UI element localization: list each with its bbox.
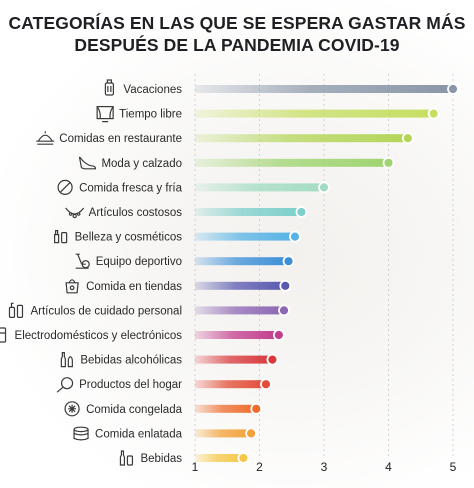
category-label: Moda y calzado — [101, 158, 182, 170]
bar — [195, 331, 279, 339]
category-label: Comida fresca y fría — [79, 182, 182, 194]
category-label: Equipo deportivo — [96, 256, 182, 268]
grocery-bag-icon — [65, 279, 79, 294]
bar-end-marker — [295, 206, 308, 218]
luggage-icon — [104, 79, 114, 96]
personal-care-icon — [8, 302, 24, 318]
chart-title: CATEGORÍAS EN LAS QUE SE ESPERA GASTAR M… — [0, 12, 474, 56]
cosmetics-icon — [54, 230, 68, 244]
bar — [195, 281, 286, 290]
category-label: Comida enlatada — [95, 428, 183, 440]
appliances-icon — [0, 327, 7, 343]
category-label: Electrodomésticos y electrónicos — [15, 330, 183, 342]
bar — [195, 109, 434, 118]
restaurant-icon — [36, 131, 55, 145]
category-label: Productos del hogar — [79, 379, 182, 391]
bar — [195, 158, 389, 167]
bar — [195, 404, 257, 413]
bar-end-marker — [318, 181, 330, 194]
category-label: Artículos costosos — [89, 207, 183, 219]
exercise-bike-icon — [75, 253, 90, 269]
category-labels: Vacaciones Tiempo libre Comidas en restaur… — [15, 84, 183, 465]
category-label: Artículos de cuidado personal — [30, 305, 182, 317]
bar — [195, 134, 408, 143]
chart-title-line-2: DESPUÉS DE LA PANDEMIA COVID-19 — [74, 35, 400, 55]
bar-end-marker — [245, 427, 258, 440]
frozen-food-icon — [64, 401, 80, 417]
category-label: Tiempo libre — [119, 109, 182, 121]
x-tick-label: 3 — [321, 460, 328, 474]
category-label: Bebidas — [140, 453, 182, 465]
bar-end-marker — [278, 304, 290, 317]
bar — [195, 380, 266, 389]
bar-end-marker — [427, 107, 440, 120]
bar — [195, 429, 252, 438]
bottles-icon — [60, 352, 73, 368]
x-axis: 1 2 3 4 5 — [192, 460, 457, 474]
canned-food-icon — [73, 426, 89, 441]
bar-end-marker — [282, 255, 295, 268]
bar — [195, 232, 295, 241]
chart-title-line-1: CATEGORÍAS EN LAS QUE SE ESPERA GASTAR M… — [8, 13, 466, 33]
bar-end-marker — [250, 402, 263, 415]
necklace-icon — [65, 207, 85, 219]
bar — [195, 454, 244, 462]
beverages-icon — [119, 450, 134, 466]
bar-end-marker — [401, 132, 414, 145]
bar — [195, 208, 302, 216]
bar-end-marker — [260, 378, 272, 391]
bar-end-marker — [266, 353, 279, 366]
category-label: Vacaciones — [123, 84, 182, 96]
frying-pan-icon — [56, 377, 74, 393]
bar — [195, 306, 285, 315]
x-tick-label: 5 — [450, 460, 457, 474]
bar-end-marker — [289, 230, 301, 243]
bar-end-marker — [382, 156, 395, 169]
category-label: Comidas en restaurante — [59, 133, 182, 145]
category-label: Belleza y cosméticos — [75, 232, 183, 244]
x-tick-label: 1 — [192, 460, 199, 474]
x-tick-label: 2 — [256, 460, 263, 474]
bar — [195, 85, 453, 93]
bar-end-marker — [237, 452, 250, 464]
bars — [195, 83, 459, 464]
bar — [195, 355, 273, 364]
bar-end-marker — [447, 83, 459, 95]
category-label: Comida en tiendas — [86, 281, 182, 293]
bar-end-marker — [279, 279, 292, 292]
bar — [195, 183, 324, 192]
bar-end-marker — [272, 329, 285, 341]
category-label: Bebidas alcohólicas — [80, 355, 182, 367]
no-food-icon — [57, 179, 73, 195]
category-icons — [0, 79, 134, 466]
theater-icon — [96, 105, 114, 123]
bar — [195, 257, 289, 266]
x-tick-label: 4 — [385, 460, 392, 474]
high-heel-icon — [78, 156, 97, 170]
category-label: Comida congelada — [86, 404, 183, 416]
